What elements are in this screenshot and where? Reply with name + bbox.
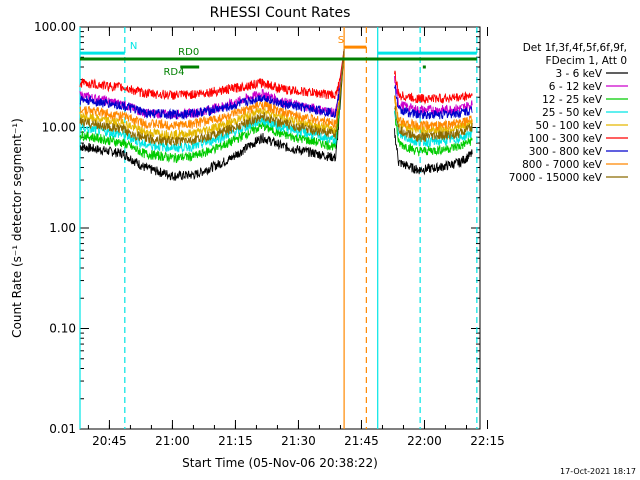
chart-title: RHESSI Count Rates xyxy=(210,5,351,21)
series-line xyxy=(394,110,473,148)
series-line xyxy=(79,49,345,141)
x-tick-label: 21:00 xyxy=(155,434,190,448)
x-tick-label: 21:30 xyxy=(281,434,316,448)
series-line xyxy=(394,111,473,157)
state-bar-label: RD0 xyxy=(178,47,199,58)
x-tick-label: 21:15 xyxy=(218,434,253,448)
series-line xyxy=(394,95,473,131)
x-tick-label: 22:00 xyxy=(407,434,442,448)
x-tick-label: 21:45 xyxy=(344,434,379,448)
state-bar-label: S xyxy=(338,35,344,46)
series-line xyxy=(79,49,345,101)
legend-header-line-2: FDecim 1, Att 0 xyxy=(546,55,627,67)
series-line xyxy=(394,84,473,120)
legend-label: 800 - 7000 keV xyxy=(522,159,603,171)
legend-label: 12 - 25 keV xyxy=(542,94,603,106)
rd-marker-dot xyxy=(422,65,426,69)
legend-label: 6 - 12 keV xyxy=(549,81,603,93)
x-tick-label: 20:45 xyxy=(92,434,127,448)
x-tick-label: 22:15 xyxy=(470,434,505,448)
y-tick-label: 0.01 xyxy=(49,422,76,436)
legend-label: 3 - 6 keV xyxy=(555,68,602,80)
y-tick-label: 1.00 xyxy=(49,221,76,235)
y-tick-label: 100.00 xyxy=(34,20,76,34)
series-line xyxy=(79,49,345,154)
series-line xyxy=(79,49,345,146)
series-line xyxy=(79,49,345,181)
series-line xyxy=(394,128,473,176)
legend-label: 50 - 100 keV xyxy=(535,120,602,132)
y-tick-label: 0.10 xyxy=(49,322,76,336)
legend-label: 100 - 300 keV xyxy=(529,133,603,145)
series-line xyxy=(79,49,345,132)
series-line xyxy=(394,105,473,143)
series-line xyxy=(394,70,473,105)
series-line xyxy=(394,95,473,135)
legend-header-line-1: Det 1f,3f,4f,5f,6f,9f, xyxy=(523,42,627,54)
state-bar-label: N xyxy=(130,41,137,52)
state-bar-label: RD4 xyxy=(163,67,184,78)
legend-label: 7000 - 15000 keV xyxy=(509,172,603,184)
y-tick-label: 10.00 xyxy=(42,121,76,135)
x-axis-label: Start Time (05-Nov-06 20:38:22) xyxy=(182,456,378,470)
timestamp: 17-Oct-2021 18:17 xyxy=(560,467,636,476)
legend-label: 25 - 50 keV xyxy=(542,107,603,119)
legend-label: 300 - 800 keV xyxy=(529,146,603,158)
y-axis-label: Count Rate (s⁻¹ detector segment⁻¹) xyxy=(10,118,24,338)
series-line xyxy=(79,49,345,121)
series-line xyxy=(394,75,473,116)
chart-marks: 0.01 0.10 1.00 10.00 100.00 20:45 21:00 21:15 21… xyxy=(34,20,505,448)
